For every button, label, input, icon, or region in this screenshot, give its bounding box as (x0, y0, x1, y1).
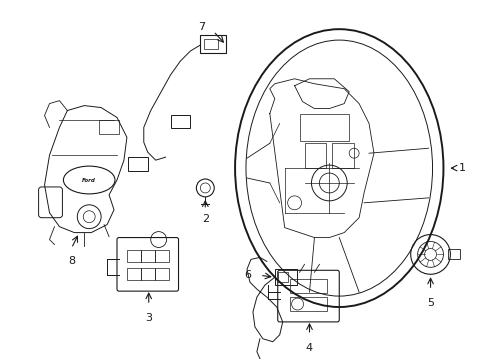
Text: 1: 1 (457, 163, 465, 173)
Bar (289, 279, 326, 293)
Bar (127, 268, 141, 280)
Bar (154, 268, 168, 280)
Bar (289, 297, 326, 311)
Bar (128, 157, 147, 171)
Bar (299, 113, 348, 141)
Bar (332, 143, 353, 168)
Text: 7: 7 (198, 22, 205, 32)
Text: 6: 6 (244, 270, 250, 280)
Bar (304, 143, 325, 168)
Bar (141, 251, 154, 262)
Text: 5: 5 (426, 298, 433, 308)
Bar (200, 35, 225, 53)
Bar (141, 268, 154, 280)
Text: 4: 4 (305, 343, 312, 353)
Text: Ford: Ford (82, 177, 96, 183)
Bar (99, 121, 119, 134)
Bar (154, 251, 168, 262)
Bar (170, 114, 190, 129)
Bar (447, 249, 459, 260)
Text: 8: 8 (68, 256, 75, 266)
Bar (204, 39, 218, 49)
Bar (127, 251, 141, 262)
Text: 3: 3 (145, 313, 152, 323)
Text: 2: 2 (202, 214, 208, 224)
Bar (277, 272, 287, 282)
Bar (274, 269, 296, 285)
